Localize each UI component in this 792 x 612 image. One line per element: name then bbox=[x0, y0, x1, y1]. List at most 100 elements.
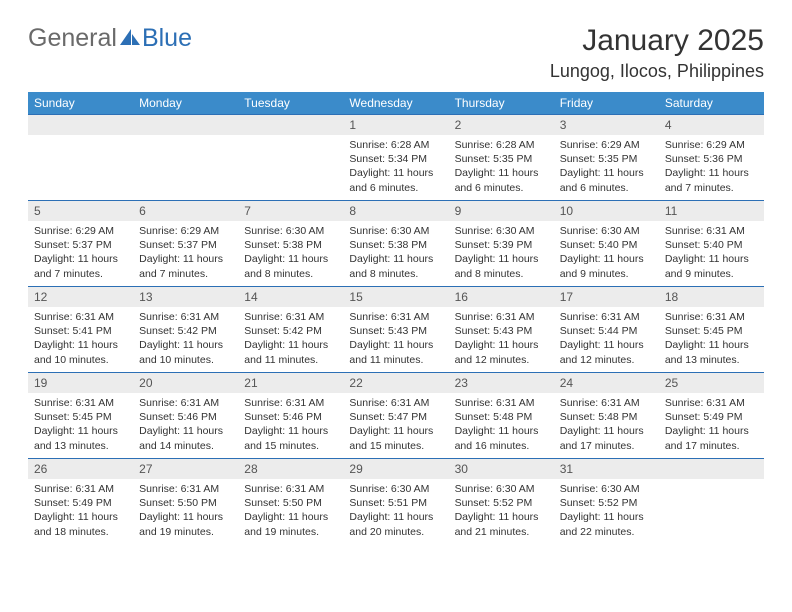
daylight-label: Daylight: bbox=[665, 339, 706, 351]
day-body: Sunrise: 6:30 AMSunset: 5:40 PMDaylight:… bbox=[554, 221, 659, 285]
sunrise-value: 6:31 AM bbox=[391, 311, 430, 323]
day-body: Sunrise: 6:31 AMSunset: 5:45 PMDaylight:… bbox=[659, 307, 764, 371]
day-body: Sunrise: 6:31 AMSunset: 5:46 PMDaylight:… bbox=[133, 393, 238, 457]
day-number: 26 bbox=[28, 459, 133, 479]
sunrise-value: 6:31 AM bbox=[181, 311, 220, 323]
sunrise-label: Sunrise: bbox=[34, 397, 73, 409]
sunrise-value: 6:31 AM bbox=[706, 311, 745, 323]
sunset-label: Sunset: bbox=[349, 325, 385, 337]
sunset-label: Sunset: bbox=[560, 239, 596, 251]
day-body: Sunrise: 6:31 AMSunset: 5:43 PMDaylight:… bbox=[343, 307, 448, 371]
title-block: January 2025 Lungog, Ilocos, Philippines bbox=[550, 24, 764, 82]
day-body: Sunrise: 6:31 AMSunset: 5:42 PMDaylight:… bbox=[133, 307, 238, 371]
daylight-label: Daylight: bbox=[560, 425, 601, 437]
daylight-label: Daylight: bbox=[455, 425, 496, 437]
calendar-cell: 5Sunrise: 6:29 AMSunset: 5:37 PMDaylight… bbox=[28, 201, 133, 287]
daylight-label: Daylight: bbox=[349, 339, 390, 351]
sunset-value: 5:46 PM bbox=[283, 411, 322, 423]
sunrise-label: Sunrise: bbox=[560, 483, 599, 495]
sunset-label: Sunset: bbox=[560, 153, 596, 165]
sunset-value: 5:46 PM bbox=[178, 411, 217, 423]
calendar-cell: 3Sunrise: 6:29 AMSunset: 5:35 PMDaylight… bbox=[554, 115, 659, 201]
day-number: 13 bbox=[133, 287, 238, 307]
calendar-cell: 22Sunrise: 6:31 AMSunset: 5:47 PMDayligh… bbox=[343, 373, 448, 459]
day-body: Sunrise: 6:30 AMSunset: 5:52 PMDaylight:… bbox=[554, 479, 659, 543]
calendar-cell: 29Sunrise: 6:30 AMSunset: 5:51 PMDayligh… bbox=[343, 459, 448, 545]
day-number: 18 bbox=[659, 287, 764, 307]
sunset-label: Sunset: bbox=[455, 411, 491, 423]
day-body: Sunrise: 6:30 AMSunset: 5:39 PMDaylight:… bbox=[449, 221, 554, 285]
sunset-label: Sunset: bbox=[244, 497, 280, 509]
sunset-label: Sunset: bbox=[455, 239, 491, 251]
day-number: 30 bbox=[449, 459, 554, 479]
sunrise-label: Sunrise: bbox=[665, 225, 704, 237]
calendar-cell: 31Sunrise: 6:30 AMSunset: 5:52 PMDayligh… bbox=[554, 459, 659, 545]
day-number: 5 bbox=[28, 201, 133, 221]
sunset-value: 5:43 PM bbox=[388, 325, 427, 337]
day-number: 17 bbox=[554, 287, 659, 307]
sunrise-value: 6:31 AM bbox=[706, 397, 745, 409]
sunset-value: 5:45 PM bbox=[703, 325, 742, 337]
sunset-label: Sunset: bbox=[665, 239, 701, 251]
day-number: 28 bbox=[238, 459, 343, 479]
calendar-cell: 4Sunrise: 6:29 AMSunset: 5:36 PMDaylight… bbox=[659, 115, 764, 201]
calendar-cell bbox=[238, 115, 343, 201]
calendar-cell: 2Sunrise: 6:28 AMSunset: 5:35 PMDaylight… bbox=[449, 115, 554, 201]
calendar-cell: 30Sunrise: 6:30 AMSunset: 5:52 PMDayligh… bbox=[449, 459, 554, 545]
weekday-header: Tuesday bbox=[238, 92, 343, 115]
sunrise-value: 6:30 AM bbox=[496, 225, 535, 237]
weekday-header: Saturday bbox=[659, 92, 764, 115]
calendar-cell: 10Sunrise: 6:30 AMSunset: 5:40 PMDayligh… bbox=[554, 201, 659, 287]
day-number: 3 bbox=[554, 115, 659, 135]
calendar-cell: 27Sunrise: 6:31 AMSunset: 5:50 PMDayligh… bbox=[133, 459, 238, 545]
daylight-label: Daylight: bbox=[349, 511, 390, 523]
day-number: 21 bbox=[238, 373, 343, 393]
day-number: 1 bbox=[343, 115, 448, 135]
sunset-value: 5:35 PM bbox=[598, 153, 637, 165]
daylight-label: Daylight: bbox=[665, 253, 706, 265]
day-body: Sunrise: 6:28 AMSunset: 5:35 PMDaylight:… bbox=[449, 135, 554, 199]
day-body: Sunrise: 6:31 AMSunset: 5:44 PMDaylight:… bbox=[554, 307, 659, 371]
sunset-label: Sunset: bbox=[560, 497, 596, 509]
sunrise-value: 6:31 AM bbox=[286, 311, 325, 323]
sunrise-label: Sunrise: bbox=[455, 225, 494, 237]
sunset-label: Sunset: bbox=[34, 239, 70, 251]
calendar-cell bbox=[28, 115, 133, 201]
sunset-label: Sunset: bbox=[455, 325, 491, 337]
day-number: 11 bbox=[659, 201, 764, 221]
day-number: 10 bbox=[554, 201, 659, 221]
sunset-label: Sunset: bbox=[349, 497, 385, 509]
day-body: Sunrise: 6:31 AMSunset: 5:50 PMDaylight:… bbox=[238, 479, 343, 543]
day-body: Sunrise: 6:31 AMSunset: 5:49 PMDaylight:… bbox=[659, 393, 764, 457]
sunrise-label: Sunrise: bbox=[455, 311, 494, 323]
daylight-label: Daylight: bbox=[244, 511, 285, 523]
sunset-label: Sunset: bbox=[349, 153, 385, 165]
calendar-cell: 16Sunrise: 6:31 AMSunset: 5:43 PMDayligh… bbox=[449, 287, 554, 373]
day-number: 20 bbox=[133, 373, 238, 393]
day-body: Sunrise: 6:30 AMSunset: 5:52 PMDaylight:… bbox=[449, 479, 554, 543]
sunset-value: 5:50 PM bbox=[178, 497, 217, 509]
day-number: 25 bbox=[659, 373, 764, 393]
sunrise-value: 6:30 AM bbox=[391, 483, 430, 495]
sunset-label: Sunset: bbox=[560, 325, 596, 337]
sunset-value: 5:43 PM bbox=[493, 325, 532, 337]
daylight-label: Daylight: bbox=[349, 167, 390, 179]
day-number-empty bbox=[238, 115, 343, 135]
sunset-value: 5:38 PM bbox=[283, 239, 322, 251]
sunrise-value: 6:28 AM bbox=[496, 139, 535, 151]
day-number-empty bbox=[659, 459, 764, 479]
sunrise-label: Sunrise: bbox=[560, 225, 599, 237]
sunset-value: 5:49 PM bbox=[703, 411, 742, 423]
day-number: 14 bbox=[238, 287, 343, 307]
calendar-cell: 11Sunrise: 6:31 AMSunset: 5:40 PMDayligh… bbox=[659, 201, 764, 287]
sunset-label: Sunset: bbox=[665, 153, 701, 165]
calendar-cell: 21Sunrise: 6:31 AMSunset: 5:46 PMDayligh… bbox=[238, 373, 343, 459]
sunset-label: Sunset: bbox=[34, 325, 70, 337]
sunset-value: 5:36 PM bbox=[703, 153, 742, 165]
sunset-value: 5:48 PM bbox=[598, 411, 637, 423]
sunrise-value: 6:31 AM bbox=[181, 397, 220, 409]
sunset-value: 5:39 PM bbox=[493, 239, 532, 251]
day-number: 12 bbox=[28, 287, 133, 307]
calendar-week: 5Sunrise: 6:29 AMSunset: 5:37 PMDaylight… bbox=[28, 201, 764, 287]
calendar-cell: 12Sunrise: 6:31 AMSunset: 5:41 PMDayligh… bbox=[28, 287, 133, 373]
